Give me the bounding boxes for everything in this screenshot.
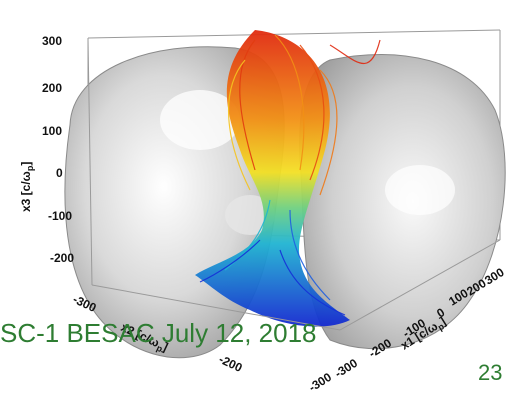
z-axis: 300 200 100 0 -100 -200 x3 [c/ωp] [19,34,74,265]
z-axis-title-sub: p [25,165,35,171]
z-tick-label: -100 [48,209,72,223]
x2-tick-label: -200 [217,352,245,375]
shell-inner-highlight-right [385,165,455,215]
bounding-box-front [87,37,501,331]
field-lines [195,30,381,327]
z-tick-label: 300 [42,34,62,48]
z-tick-label: -200 [50,251,74,265]
z-tick-label: 0 [56,166,63,180]
field-bundle [195,30,350,327]
shell-inner-highlight-left [160,90,240,150]
footer-label: SC-1 BESAC July 12, 2018 [0,318,317,348]
z-tick-label: 200 [42,81,62,95]
x2-axis-title-sub: p [155,343,165,355]
x1-axis-title-sub: p [436,321,446,333]
x1-tick-label: -300 [306,370,334,395]
x1-tick-label: -300 [332,356,360,381]
z-tick-label: 100 [42,124,62,138]
z-axis-title-main: x3 [c/ω [19,171,33,212]
z-axis-title: x3 [c/ωp] [19,162,35,212]
page-number: 23 [478,360,503,385]
